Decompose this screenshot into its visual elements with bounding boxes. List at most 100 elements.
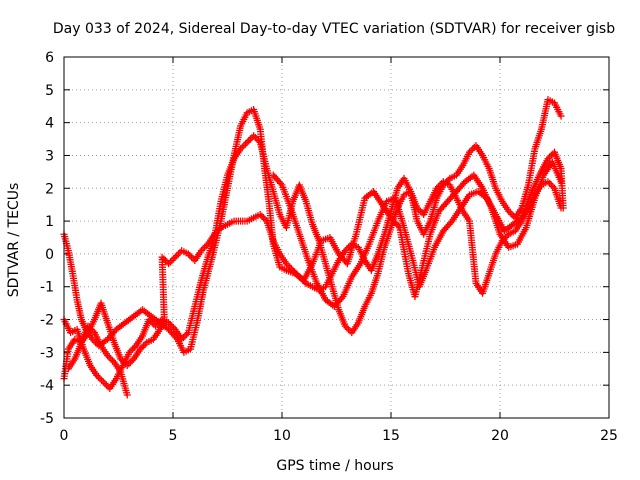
data-point <box>287 265 295 273</box>
data-point <box>125 348 133 356</box>
data-point <box>178 335 186 343</box>
data-point <box>103 381 111 389</box>
x-tick-label: 0 <box>60 428 69 444</box>
data-point <box>118 357 126 365</box>
data-point <box>289 266 297 274</box>
y-tick-label: 6 <box>45 50 54 66</box>
chart-title: Day 033 of 2024, Sidereal Day-to-day VTE… <box>53 21 615 37</box>
data-point <box>300 278 308 286</box>
data-point <box>549 183 557 191</box>
data-point <box>251 133 259 141</box>
data-point <box>508 211 516 219</box>
data-point <box>447 219 455 227</box>
data-point <box>240 142 248 150</box>
data-point <box>341 247 349 255</box>
y-tick-label: -5 <box>40 411 54 427</box>
data-point <box>136 345 144 353</box>
data-point <box>128 357 136 365</box>
data-point <box>546 153 554 161</box>
data-point <box>107 355 115 363</box>
data-point <box>256 211 264 219</box>
data-point <box>546 179 554 187</box>
data-point <box>101 380 109 388</box>
data-point <box>165 260 173 268</box>
data-point <box>544 178 552 186</box>
data-point <box>295 273 303 281</box>
data-point <box>255 137 263 145</box>
data-point <box>434 183 442 191</box>
data-point <box>160 255 168 263</box>
data-point <box>170 255 178 263</box>
x-tick-label: 25 <box>600 428 618 444</box>
data-point <box>186 252 194 260</box>
data-point <box>557 112 565 120</box>
data-point <box>86 324 94 332</box>
data-point <box>238 143 246 151</box>
data-point <box>168 256 176 264</box>
data-point <box>152 322 160 330</box>
data-point <box>94 373 102 381</box>
data-point <box>84 322 92 330</box>
data-point <box>161 256 169 264</box>
data-point <box>147 317 155 325</box>
data-point <box>344 325 352 333</box>
data-point <box>416 207 424 215</box>
data-point <box>141 340 149 348</box>
data-point <box>171 253 179 261</box>
data-point <box>126 358 134 366</box>
x-axis-label: GPS time / hours <box>276 458 393 474</box>
data-point <box>105 353 113 361</box>
data-point <box>243 138 251 146</box>
data-point <box>245 137 253 145</box>
data-point <box>215 225 223 233</box>
data-point <box>181 332 189 340</box>
data-point <box>344 243 352 251</box>
data-point <box>123 361 131 369</box>
data-point <box>500 235 508 243</box>
x-tick-label: 5 <box>169 428 178 444</box>
data-point <box>125 360 133 368</box>
y-tick-label: -3 <box>40 345 54 361</box>
series-track-4 <box>64 148 567 399</box>
data-point <box>343 245 351 253</box>
data-point <box>467 147 475 155</box>
data-point <box>246 135 254 143</box>
data-point <box>98 376 106 384</box>
data-points <box>60 96 567 399</box>
data-point <box>338 294 346 302</box>
data-point <box>259 214 267 222</box>
data-point <box>237 145 245 153</box>
data-point <box>505 207 513 215</box>
data-point <box>469 145 477 153</box>
data-point <box>188 253 196 261</box>
data-point <box>166 258 174 266</box>
data-point <box>284 261 292 269</box>
series-track-2 <box>60 96 565 392</box>
data-point <box>415 206 423 214</box>
data-point <box>153 320 161 328</box>
data-point <box>148 319 156 327</box>
data-point <box>199 245 207 253</box>
x-tick-label: 15 <box>382 428 400 444</box>
data-point <box>202 242 210 250</box>
data-point <box>277 179 285 187</box>
data-point <box>210 230 218 238</box>
data-point <box>261 215 269 223</box>
data-point <box>433 184 441 192</box>
data-point <box>174 250 182 258</box>
data-point <box>291 268 299 276</box>
data-point <box>170 324 178 332</box>
data-point <box>127 347 135 355</box>
data-point <box>241 140 249 148</box>
data-point <box>286 263 294 271</box>
x-tick-label: 10 <box>273 428 291 444</box>
data-point <box>506 209 514 217</box>
data-point <box>89 327 97 335</box>
y-tick-label: -4 <box>40 378 54 394</box>
data-point <box>168 322 176 330</box>
data-point <box>158 253 166 261</box>
data-point <box>173 252 181 260</box>
y-tick-label: 2 <box>45 181 54 197</box>
data-point <box>294 271 302 279</box>
